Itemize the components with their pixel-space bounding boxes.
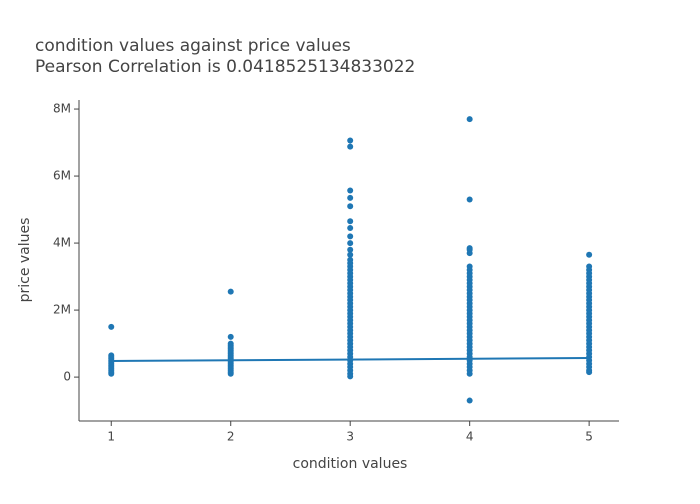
y-axis-title: price values: [17, 218, 33, 303]
x-tick-label: 1: [107, 430, 115, 444]
point: [227, 333, 234, 340]
chart-subtitle: Pearson Correlation is 0.041852513483302…: [35, 57, 415, 77]
x-tick-label: 4: [466, 430, 474, 444]
y-tick-label: 0: [63, 370, 71, 384]
point: [466, 196, 473, 203]
y-tick-label: 4M: [53, 236, 71, 250]
point: [347, 246, 354, 253]
point: [347, 224, 354, 231]
point: [347, 194, 354, 201]
x-axis-title: condition values: [293, 456, 408, 472]
point: [227, 370, 234, 377]
point: [347, 187, 354, 194]
point: [347, 143, 354, 150]
point: [466, 116, 473, 123]
x-tick-label: 3: [346, 430, 354, 444]
point: [108, 370, 115, 377]
y-tick-label: 8M: [53, 102, 71, 116]
point: [466, 250, 473, 257]
point: [347, 373, 354, 380]
x-tick-label: 5: [585, 430, 593, 444]
x-tick-label: 2: [227, 430, 235, 444]
point: [347, 251, 354, 258]
point: [347, 203, 354, 210]
point: [466, 370, 473, 377]
y-tick-label: 6M: [53, 169, 71, 183]
point: [347, 233, 354, 240]
point: [347, 240, 354, 247]
chart-title: condition values against price values: [35, 36, 351, 56]
point: [466, 397, 473, 404]
point: [347, 218, 354, 225]
point: [586, 369, 593, 376]
point: [347, 137, 354, 144]
y-tick-label: 2M: [53, 303, 71, 317]
point: [227, 288, 234, 295]
trendline: [111, 357, 590, 363]
point: [108, 323, 115, 330]
point: [586, 251, 593, 258]
